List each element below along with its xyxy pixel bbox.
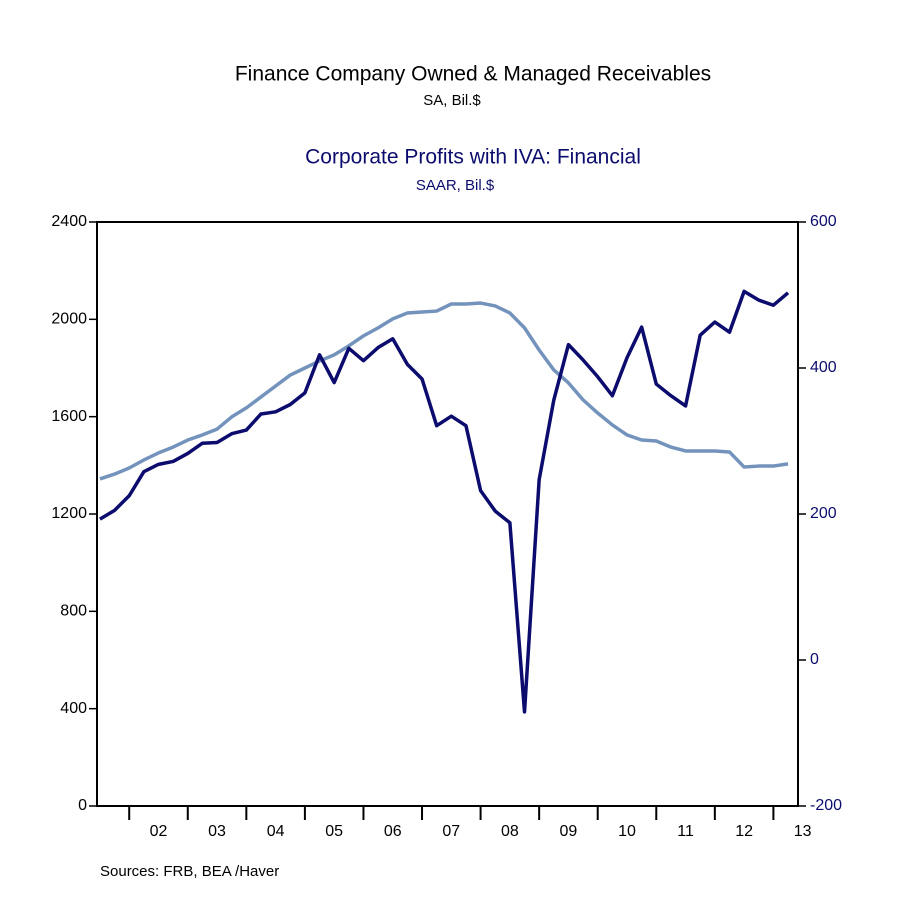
chart-subtitle: SA, Bil.$ — [423, 92, 481, 109]
y-tick-label: 2400 — [51, 213, 87, 230]
y-tick-label: 800 — [60, 603, 87, 620]
source-note: Sources: FRB, BEA /Haver — [100, 863, 279, 880]
y2-tick-label: -200 — [810, 797, 842, 814]
y-tick-label: 1600 — [51, 408, 87, 425]
y2-tick-label: 0 — [810, 651, 819, 668]
x-tick-label: 11 — [677, 823, 694, 840]
y2-tick-label: 600 — [810, 213, 837, 230]
y2-tick-label: 400 — [810, 359, 837, 376]
series-line — [99, 289, 790, 714]
y-tick-label: 2000 — [51, 311, 87, 328]
x-tick-label: 05 — [325, 823, 343, 840]
x-tick-label: 10 — [618, 823, 636, 840]
x-tick-label: 04 — [267, 823, 285, 840]
y-tick-label: 400 — [60, 700, 87, 717]
x-tick-label: 12 — [735, 823, 753, 840]
y2-title: Corporate Profits with IVA: Financial — [305, 146, 641, 169]
x-tick-label: 08 — [501, 823, 519, 840]
chart-title: Finance Company Owned & Managed Receivab… — [235, 63, 711, 86]
x-tick-label: 03 — [208, 823, 226, 840]
x-tick-label: 13 — [794, 823, 812, 840]
x-tick-label: 07 — [442, 823, 460, 840]
series-line — [99, 301, 789, 481]
y2-subtitle: SAAR, Bil.$ — [416, 177, 495, 194]
x-tick-label: 06 — [384, 823, 402, 840]
y-tick-label: 0 — [78, 797, 87, 814]
plot-frame — [96, 221, 799, 807]
x-tick-label: 09 — [560, 823, 578, 840]
y2-tick-label: 200 — [810, 505, 837, 522]
y-tick-label: 1200 — [51, 505, 87, 522]
x-tick-label: 02 — [150, 823, 168, 840]
